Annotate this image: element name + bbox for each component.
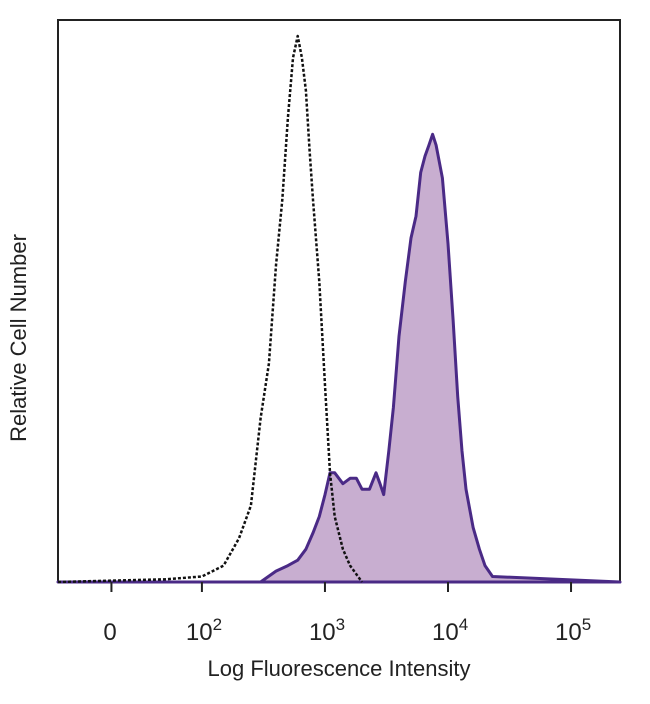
control-histogram — [57, 34, 364, 584]
x-tick-label-exponent: 2 — [213, 615, 222, 634]
x-tick-label-exponent: 4 — [459, 615, 468, 634]
x-tick-label-base: 0 — [103, 619, 116, 646]
x-tick-label-base: 10 — [309, 619, 336, 646]
x-axis-ticks: 0 102 103 104 105 — [103, 582, 591, 646]
stained-sample-histogram — [56, 132, 622, 584]
x-tick-label-base: 10 — [432, 619, 459, 646]
x-tick-label: 102 — [186, 615, 222, 646]
x-tick-label: 104 — [432, 615, 468, 646]
x-axis-title: Log Fluorescence Intensity — [208, 656, 471, 681]
x-tick-label: 105 — [555, 615, 591, 646]
plot-area — [56, 19, 622, 584]
x-tick-label: 103 — [309, 615, 345, 646]
y-axis-title: Relative Cell Number — [6, 234, 31, 442]
x-tick-label-base: 10 — [555, 619, 582, 646]
x-tick-label-base: 10 — [186, 619, 213, 646]
x-tick-label: 0 — [103, 619, 116, 646]
x-tick-label-exponent: 3 — [336, 615, 345, 634]
x-tick-label-exponent: 5 — [582, 615, 591, 634]
